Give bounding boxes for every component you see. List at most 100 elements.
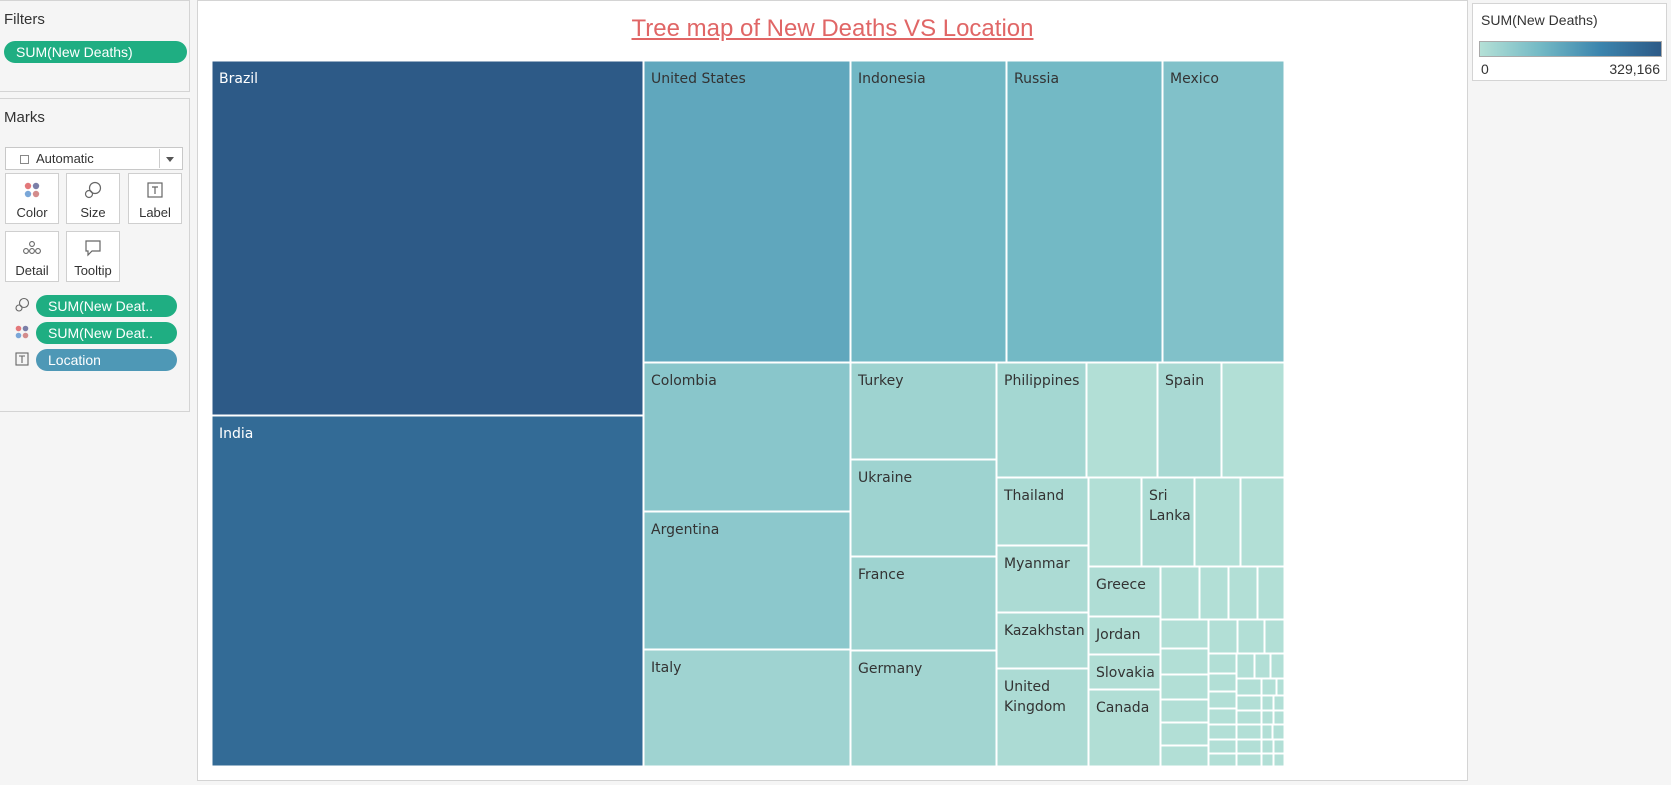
tooltip-button[interactable]: Tooltip	[66, 231, 120, 282]
treemap-tile-small[interactable]	[1160, 722, 1209, 746]
treemap-tile-small[interactable]	[1088, 477, 1142, 567]
treemap-tile-argentina[interactable]	[643, 511, 851, 650]
treemap-tile-small[interactable]	[1160, 566, 1200, 620]
treemap-tile-small[interactable]	[1086, 362, 1158, 478]
treemap-tile-united-states[interactable]	[643, 61, 851, 363]
treemap-tile-small[interactable]	[1160, 619, 1209, 649]
label-label: Label	[139, 205, 171, 220]
treemap-tile-france[interactable]	[850, 556, 997, 651]
treemap-tile-small[interactable]	[1208, 619, 1238, 654]
treemap-tile-small[interactable]	[1261, 753, 1274, 766]
treemap-tile-small[interactable]	[1273, 710, 1285, 725]
chevron-down-icon[interactable]	[166, 157, 174, 162]
treemap-tile-colombia[interactable]	[643, 362, 851, 512]
treemap-tile-small[interactable]	[1261, 710, 1274, 725]
treemap-tile-small[interactable]	[1160, 648, 1209, 675]
treemap-tile-canada[interactable]	[1088, 689, 1161, 766]
treemap-tile-small[interactable]	[1194, 477, 1241, 567]
treemap-tile-small[interactable]	[1160, 745, 1209, 766]
treemap-tile-small[interactable]	[1270, 653, 1285, 679]
treemap-tile-turkey[interactable]	[850, 362, 997, 460]
filter-pill-new-deaths[interactable]: SUM(New Deaths)	[4, 41, 187, 63]
treemap-tile-small[interactable]	[1272, 724, 1285, 740]
treemap-tile-small[interactable]	[1228, 566, 1258, 620]
color-icon	[6, 181, 58, 199]
treemap-tile-mexico[interactable]	[1162, 61, 1285, 363]
treemap-tile-small[interactable]	[1208, 724, 1237, 740]
treemap-tile-sri-lanka[interactable]	[1141, 477, 1195, 567]
treemap-tile-small[interactable]	[1160, 699, 1209, 723]
treemap-tile-jordan[interactable]	[1088, 616, 1161, 655]
treemap-tile-small[interactable]	[1261, 695, 1274, 711]
treemap-tile-small[interactable]	[1236, 710, 1262, 725]
color-legend[interactable]: SUM(New Deaths) 0 329,166	[1472, 3, 1667, 81]
treemap-tile-small[interactable]	[1257, 566, 1285, 620]
treemap-tile-small[interactable]	[1240, 477, 1285, 567]
label-field-pill[interactable]: Location	[36, 349, 177, 371]
treemap-tile-small[interactable]	[1236, 753, 1262, 766]
treemap-label-united-kingdom: United	[1004, 679, 1050, 695]
size-button[interactable]: Size	[66, 173, 120, 224]
treemap-tile-small[interactable]	[1199, 566, 1229, 620]
color-button[interactable]: Color	[5, 173, 59, 224]
color-field-pill[interactable]: SUM(New Deat..	[36, 322, 177, 344]
treemap-tile-small[interactable]	[1208, 739, 1237, 754]
treemap-tile-myanmar[interactable]	[996, 545, 1089, 613]
label-button[interactable]: Label	[128, 173, 182, 224]
treemap-tile-small[interactable]	[1236, 724, 1262, 740]
size-field-pill[interactable]: SUM(New Deat..	[36, 295, 177, 317]
treemap-label-philippines: Philippines	[1004, 373, 1079, 389]
label-icon	[129, 181, 181, 199]
treemap-label-greece: Greece	[1096, 577, 1146, 593]
treemap-tile-small[interactable]	[1254, 653, 1271, 679]
treemap-tile-italy[interactable]	[643, 649, 851, 766]
treemap-tile-small[interactable]	[1273, 695, 1285, 711]
treemap-tile-small[interactable]	[1261, 739, 1274, 754]
chart-title[interactable]: Tree map of New Deaths VS Location	[631, 15, 1034, 42]
treemap-tile-united-kingdom[interactable]	[996, 668, 1089, 766]
treemap-tile-small[interactable]	[1236, 678, 1262, 696]
treemap-tile-india[interactable]	[212, 415, 644, 766]
dropdown-divider	[159, 149, 160, 168]
treemap-tile-small[interactable]	[1208, 753, 1237, 766]
treemap-label-colombia: Colombia	[651, 373, 717, 389]
legend-min-label: 0	[1481, 61, 1489, 77]
treemap-tile-small[interactable]	[1261, 678, 1277, 696]
treemap-tile-small[interactable]	[1264, 619, 1285, 654]
treemap-tile-small[interactable]	[1236, 739, 1262, 754]
treemap-label-sri-lanka: Lanka	[1149, 508, 1191, 524]
treemap-tile-russia[interactable]	[1006, 61, 1163, 363]
treemap-tile-small[interactable]	[1208, 708, 1237, 725]
treemap-tile-small[interactable]	[1221, 362, 1285, 478]
treemap-tile-slovakia[interactable]	[1088, 654, 1161, 690]
treemap-tile-small[interactable]	[1208, 673, 1237, 692]
treemap-tile-philippines[interactable]	[996, 362, 1087, 478]
tooltip-icon	[67, 239, 119, 257]
mark-type-dropdown[interactable]: Automatic	[5, 147, 183, 170]
treemap-label-france: France	[858, 567, 905, 583]
treemap-tile-small[interactable]	[1276, 678, 1285, 696]
treemap-tile-small[interactable]	[1273, 739, 1285, 754]
treemap-tile-kazakhstan[interactable]	[996, 612, 1089, 669]
treemap-label-canada: Canada	[1096, 700, 1149, 716]
treemap-tile-small[interactable]	[1236, 695, 1262, 711]
treemap-tile-small[interactable]	[1208, 691, 1237, 709]
treemap-tile-small[interactable]	[1261, 724, 1273, 740]
detail-button[interactable]: Detail	[5, 231, 59, 282]
treemap-tile-small[interactable]	[1236, 653, 1255, 679]
treemap-label-kazakhstan: Kazakhstan	[1004, 623, 1085, 639]
treemap-tile-small[interactable]	[1160, 674, 1209, 700]
treemap-tile-indonesia[interactable]	[850, 61, 1007, 363]
treemap-chart[interactable]: Brazil India United States Indonesia Russia M…	[212, 61, 1355, 766]
treemap-tile-brazil[interactable]	[212, 61, 644, 416]
mark-type-checkbox-icon	[20, 155, 29, 164]
treemap-tile-small[interactable]	[1237, 619, 1265, 654]
treemap-tile-small[interactable]	[1208, 653, 1237, 674]
treemap-tile-spain[interactable]	[1157, 362, 1222, 478]
treemap-tile-small[interactable]	[1273, 753, 1285, 766]
treemap-tile-greece[interactable]	[1088, 566, 1161, 617]
treemap-label-italy: Italy	[651, 660, 681, 676]
treemap-tile-thailand[interactable]	[996, 477, 1089, 546]
treemap-tile-ukraine[interactable]	[850, 459, 997, 557]
treemap-tile-germany[interactable]	[850, 650, 997, 766]
